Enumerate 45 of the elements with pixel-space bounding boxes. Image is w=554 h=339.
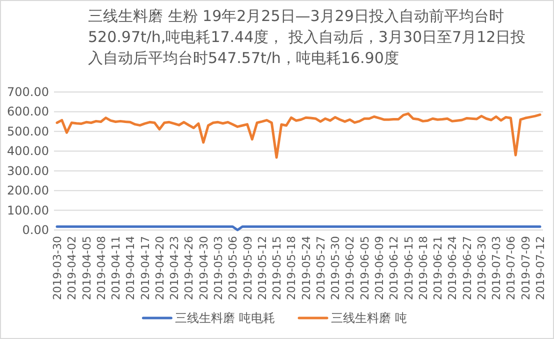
- y-tick-label: 0.00: [22, 223, 49, 237]
- y-tick-label: 700.00: [7, 85, 49, 99]
- x-tick-label: 2019-05-09: [241, 236, 254, 300]
- x-tick-label: 2019-03-30: [51, 236, 64, 300]
- x-tick-label: 2019-05-12: [256, 236, 269, 300]
- chart-title: 三线生料磨 生粉 19年2月25日—3月29日投入自动前平均台时520.97t/h,吨电耗17.44度， 投入自动后，3月30日至7月12日投入自动后平均台时547.57t/h，吨电耗16.90度: [88, 6, 527, 69]
- x-tick-label: 2019-05-06: [226, 236, 240, 300]
- x-tick-label: 2019-07-09: [519, 236, 532, 300]
- x-tick-label: 2019-06-24: [446, 236, 460, 300]
- x-tick-label: 2019-06-18: [416, 236, 430, 300]
- y-tick-label: 500.00: [7, 124, 49, 138]
- x-tick-label: 2019-05-18: [285, 236, 298, 300]
- legend-label: 三线生料磨 吨: [331, 311, 407, 325]
- x-tick-label: 2019-05-24: [300, 236, 313, 300]
- y-tick-label: 200.00: [7, 184, 49, 198]
- x-tick-label: 2019-06-12: [388, 236, 401, 300]
- y-tick-label: 600.00: [7, 104, 49, 119]
- y-tick-label: 100.00: [7, 203, 49, 218]
- x-tick-label: 2019-04-08: [94, 236, 108, 300]
- x-tick-label: 2019-07-06: [504, 236, 518, 300]
- x-tick-label: 2019-04-20: [153, 236, 166, 300]
- x-tick-label: 2019-06-05: [358, 236, 372, 300]
- x-tick-label: 2019-06-27: [460, 236, 474, 300]
- y-tick-label: 300.00: [7, 164, 49, 178]
- x-tick-label: 2019-05-03: [212, 236, 225, 300]
- x-tick-label: 2019-04-02: [66, 236, 79, 300]
- x-tick-label: 2019-06-15: [402, 236, 416, 300]
- x-tick-label: 2019-06-02: [344, 236, 357, 300]
- x-tick-label: 2019-06-09: [373, 236, 386, 300]
- x-tick-label: 2019-04-23: [168, 236, 182, 300]
- x-tick-label: 2019-04-14: [124, 236, 138, 300]
- x-tick-label: 2019-04-26: [182, 236, 196, 300]
- y-tick-label: 400.00: [7, 144, 49, 158]
- x-tick-label: 2019-06-21: [432, 236, 445, 300]
- x-tick-label: 2019-04-05: [80, 236, 94, 300]
- legend-label: 三线生料磨 吨电耗: [175, 311, 275, 325]
- x-tick-label: 2019-07-12: [534, 236, 547, 300]
- x-tick-label: 2019-04-30: [197, 236, 210, 300]
- x-tick-label: 2019-04-17: [138, 236, 152, 300]
- x-tick-label: 2019-05-30: [329, 236, 342, 300]
- x-tick-label: 2019-07-03: [490, 236, 504, 300]
- x-tick-label: 2019-05-27: [314, 236, 328, 300]
- x-tick-label: 2019-06-30: [475, 236, 488, 300]
- x-tick-label: 2019-05-15: [270, 236, 284, 300]
- x-tick-label: 2019-04-11: [110, 236, 123, 300]
